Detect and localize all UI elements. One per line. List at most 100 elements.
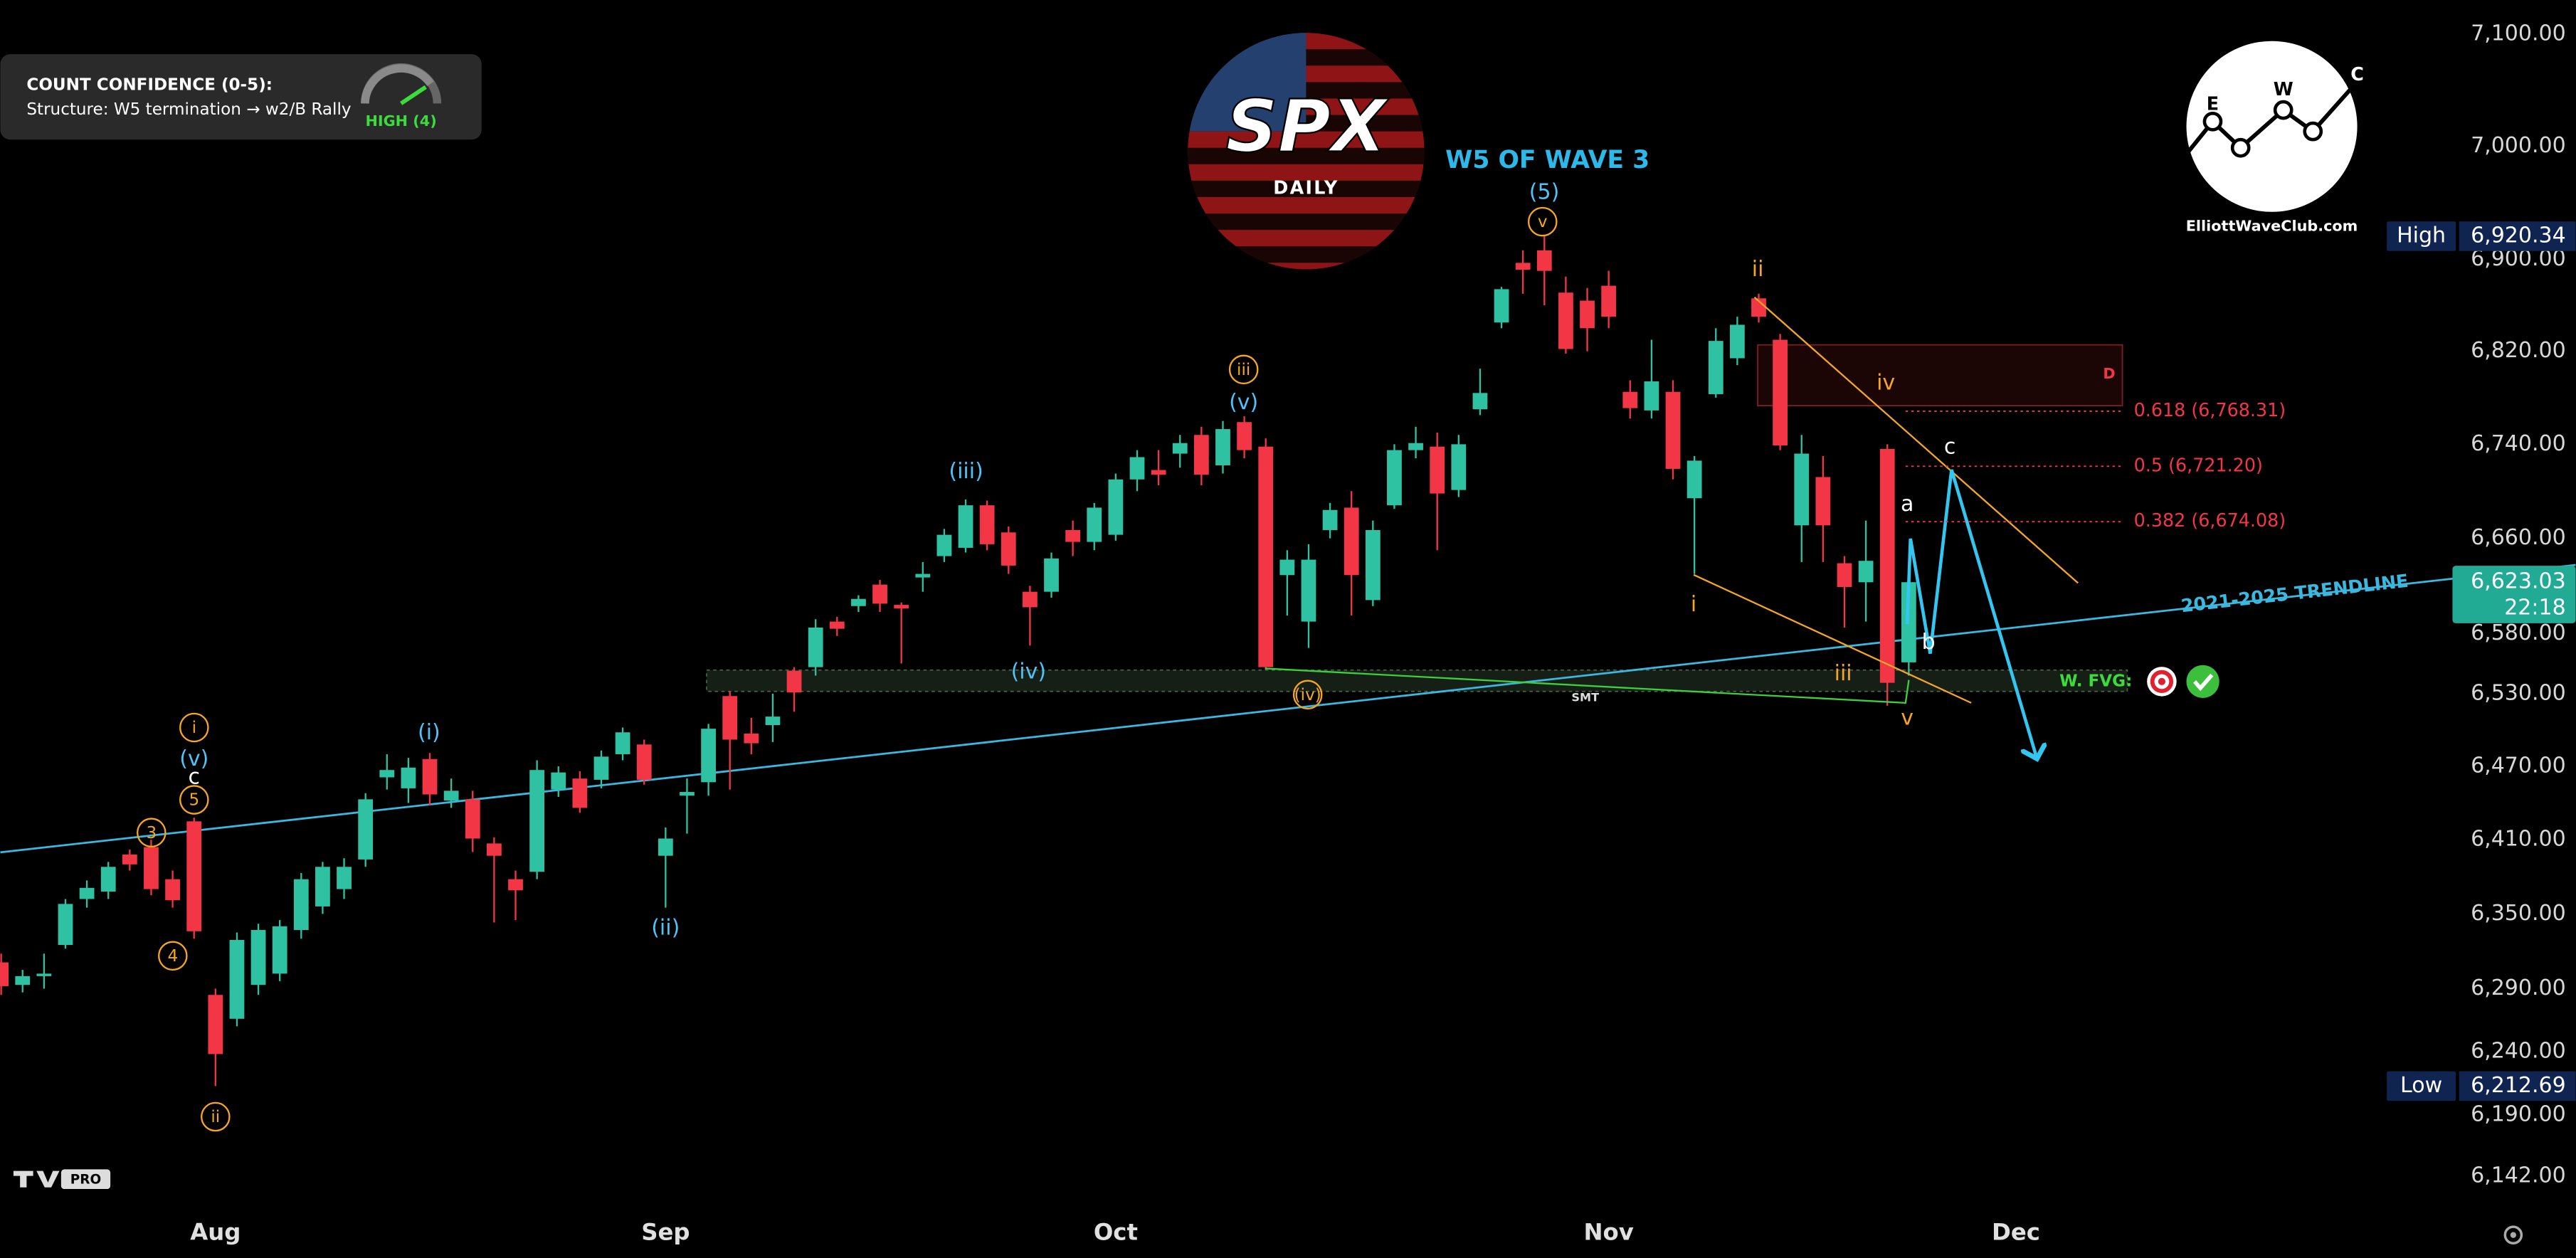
candle-body xyxy=(315,867,330,906)
fib-label: 0.5 (6,721.20) xyxy=(2134,454,2263,475)
candle-body xyxy=(401,767,416,788)
candle-body xyxy=(1344,507,1359,576)
candle-body xyxy=(443,791,459,801)
candle-body xyxy=(722,696,738,740)
price-marker-box xyxy=(2459,221,2576,251)
candle-body xyxy=(0,962,9,986)
candle-body xyxy=(851,598,866,606)
price-marker-name-box xyxy=(2387,1071,2456,1101)
candle-body xyxy=(1644,381,1659,411)
y-tick-label: 6,410.00 xyxy=(2471,827,2566,852)
price-marker-label: 6,212.69 xyxy=(2471,1073,2566,1098)
x-tick-label: Sep xyxy=(641,1218,690,1245)
fvg-zone xyxy=(706,669,2128,692)
candle-body xyxy=(1365,529,1381,601)
candle-body xyxy=(1536,250,1552,271)
price-marker-name: High xyxy=(2397,223,2446,248)
wave-circle xyxy=(137,818,167,847)
y-tick-label: 7,000.00 xyxy=(2471,133,2566,158)
x-tick-label: Oct xyxy=(1094,1218,1138,1245)
settings-icon[interactable] xyxy=(2503,1225,2523,1244)
confidence-rating: HIGH (4) xyxy=(366,112,437,130)
wedge-upper xyxy=(1753,296,2079,584)
y-tick-label: 6,580.00 xyxy=(2471,620,2566,645)
candle-body xyxy=(1151,470,1166,475)
smt-line xyxy=(1265,667,1910,704)
candle-body xyxy=(1729,324,1745,359)
wave-label: (ii) xyxy=(651,916,680,941)
y-tick-label: 6,530.00 xyxy=(2471,680,2566,705)
brand-letter: E xyxy=(2207,93,2219,115)
wave-label: (iv) xyxy=(1294,686,1321,704)
price-marker-name-box xyxy=(2387,221,2456,251)
wave-circle xyxy=(201,1101,231,1132)
y-tick-label: 6,142.00 xyxy=(2471,1163,2566,1188)
candle-body xyxy=(915,574,931,578)
candle-body xyxy=(894,605,909,609)
wave-label: i xyxy=(192,719,196,737)
wave-label: (i) xyxy=(418,720,440,745)
candle-body xyxy=(1708,341,1724,394)
candle-body xyxy=(1301,559,1316,622)
candle-body xyxy=(1858,561,1874,583)
candle-body xyxy=(1129,457,1145,480)
wave-label: iv xyxy=(1876,370,1895,395)
wave-circle xyxy=(1527,206,1558,237)
price-marker-name: Low xyxy=(2400,1073,2442,1098)
candle-body xyxy=(1322,509,1338,530)
candle-body xyxy=(1622,391,1638,408)
fib-label: 0.618 (6,768.31) xyxy=(2134,399,2286,421)
candle-body xyxy=(1172,443,1188,454)
zone-label: D xyxy=(2103,365,2115,382)
candle-body xyxy=(1515,263,1531,270)
candle-body xyxy=(486,843,502,856)
wedge-lower xyxy=(1693,574,1972,704)
candle-body xyxy=(379,770,395,778)
candle-body xyxy=(636,744,652,780)
y-tick-label: 6,240.00 xyxy=(2471,1038,2566,1063)
candle-body xyxy=(701,729,716,783)
candle-body xyxy=(1879,448,1895,683)
y-tick-label: 6,290.00 xyxy=(2471,976,2566,1000)
last-price-label: 6,623.03 xyxy=(2471,569,2566,594)
brand-letter: W xyxy=(2274,78,2293,100)
candle-body xyxy=(744,733,759,744)
supply-zone xyxy=(1757,344,2123,407)
candle-body xyxy=(122,854,137,865)
wave-label: v xyxy=(1538,213,1548,231)
brand-logo: E W C ElliottWaveClub.com xyxy=(2176,41,2364,235)
candle-body xyxy=(1751,298,1766,317)
confidence-box: COUNT CONFIDENCE (0-5): Structure: W5 te… xyxy=(0,54,482,140)
price-marker-label: 6,920.34 xyxy=(2471,223,2566,248)
candle-body xyxy=(250,930,266,985)
headline: W5 OF WAVE 3 xyxy=(1445,146,1649,174)
candle-body xyxy=(165,879,180,901)
candles xyxy=(0,236,1916,1087)
x-tick-label: Dec xyxy=(1992,1218,2040,1245)
candle-body xyxy=(551,772,566,790)
candle-body xyxy=(1794,453,1810,526)
candle-body xyxy=(829,621,845,629)
wave-label: 3 xyxy=(146,824,157,842)
brand-letter: C xyxy=(2350,63,2364,85)
candle-body xyxy=(293,879,309,931)
logo-title: SPX xyxy=(1225,84,1390,168)
projection-path xyxy=(1905,469,2037,758)
candle-body xyxy=(272,926,287,974)
y-tick-label: 7,100.00 xyxy=(2471,21,2566,46)
candle-body xyxy=(36,973,52,976)
candle-body xyxy=(1451,444,1467,490)
fib-label: 0.382 (6,674.08) xyxy=(2134,509,2286,531)
wave-label: (v) xyxy=(179,746,208,771)
spx-logo: SPX DAILY xyxy=(1188,33,1425,270)
candle-body xyxy=(1044,558,1059,592)
candle-body xyxy=(1815,477,1831,526)
candle-body xyxy=(615,732,630,754)
wave-label: c xyxy=(1944,434,1956,459)
candle-body xyxy=(229,940,245,1019)
brand-name: ElliottWaveClub.com xyxy=(2186,218,2358,235)
y-tick-label: 6,190.00 xyxy=(2471,1101,2566,1126)
wave-label: ii xyxy=(211,1108,220,1126)
